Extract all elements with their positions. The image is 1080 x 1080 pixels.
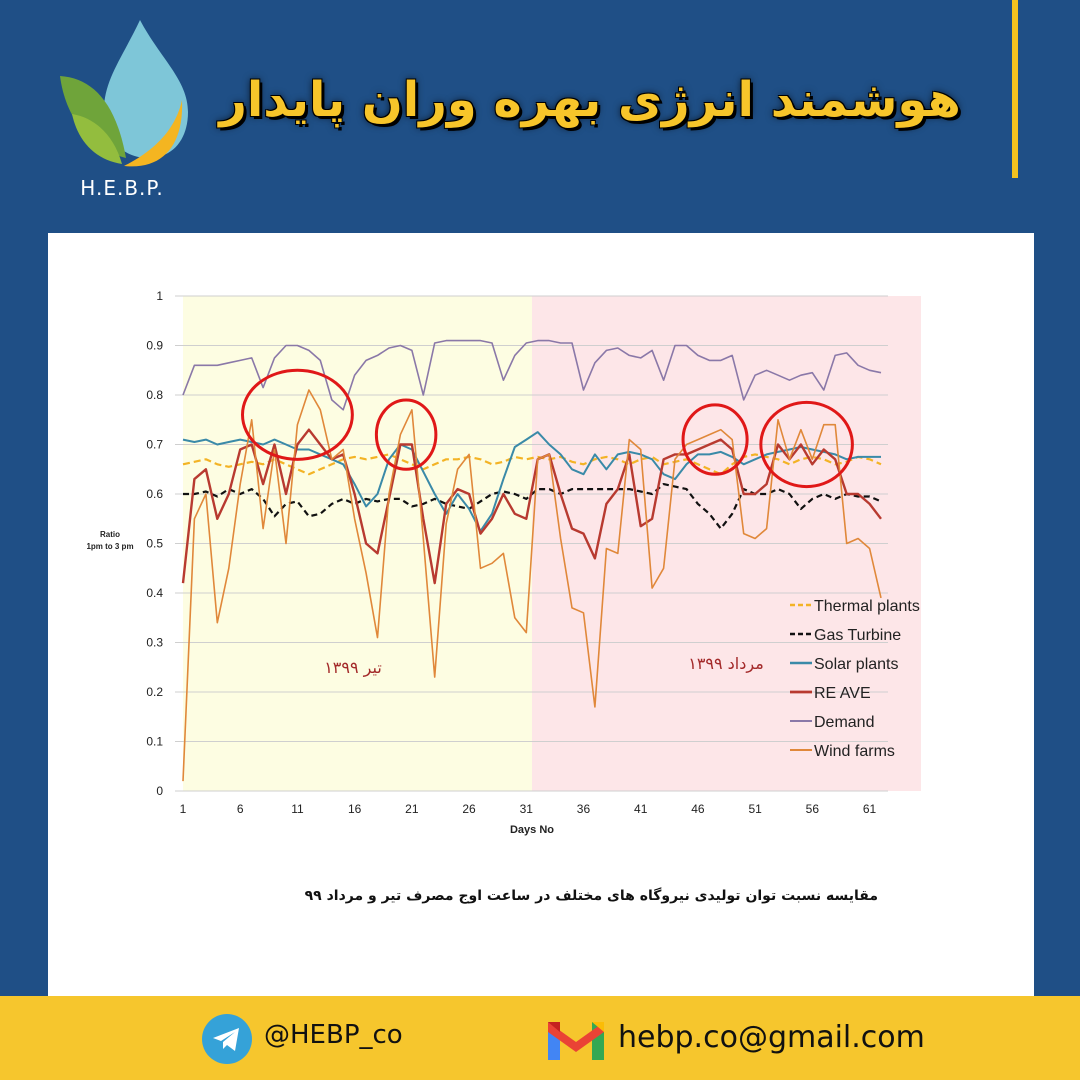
y-tick-label: 0.5 <box>146 537 163 551</box>
footer: @HEBP_co hebp.co@gmail.com <box>0 996 1080 1080</box>
x-tick-label: 61 <box>863 802 877 816</box>
email-address[interactable]: hebp.co@gmail.com <box>618 1020 925 1055</box>
series-line-re-ave <box>181 428 882 585</box>
drop-icon <box>104 20 188 158</box>
y-tick-label: 0.3 <box>146 636 163 650</box>
y-axis-label: Ratio 1pm to 3 pm <box>86 530 133 551</box>
series-line-thermal-plants <box>182 453 882 476</box>
x-tick-label: 21 <box>405 802 419 816</box>
highlight-circle <box>681 403 749 476</box>
y-tick-label: 0.1 <box>146 735 163 749</box>
x-tick-label: 6 <box>237 802 244 816</box>
y-tick-label: 0.2 <box>146 685 163 699</box>
y-tick-label: 0.8 <box>146 388 163 402</box>
region-label-mordad: مرداد ۱۳۹۹ <box>688 654 764 674</box>
x-tick-label: 41 <box>634 802 648 816</box>
gmail-icon[interactable] <box>548 1018 604 1060</box>
chart-card: 0 0.1 0.2 0.3 0.4 0.5 0.6 0.7 0.8 0.9 1 1 6 11 16 21 26 3… <box>48 233 1034 997</box>
highlight-circle <box>374 398 438 471</box>
legend-entry: Solar plants <box>814 656 899 673</box>
line-chart: 00.10.20.30.40.50.60.70.80.911 6 11 16 21 26 3… <box>86 289 921 836</box>
highlight-circle <box>241 368 354 461</box>
x-tick-label: 36 <box>577 802 591 816</box>
x-tick-label: 16 <box>348 802 362 816</box>
series-line-demand <box>182 339 882 411</box>
x-tick-label: 31 <box>520 802 534 816</box>
legend-entry: Thermal plants <box>814 598 920 615</box>
page-title: هوشمند انرژی بهره وران پایدار <box>219 72 961 128</box>
legend-entry: RE AVE <box>814 685 871 702</box>
y-tick-label: 1 <box>156 289 163 303</box>
highlight-circle <box>759 400 854 489</box>
legend-entry: Demand <box>814 714 874 731</box>
title-accent-bar <box>1012 0 1018 178</box>
x-tick-label: 26 <box>462 802 476 816</box>
telegram-icon[interactable] <box>202 1014 252 1064</box>
series-line-solar-plants <box>182 431 881 533</box>
legend-entry: Gas Turbine <box>814 627 901 644</box>
x-tick-label: 51 <box>748 802 762 816</box>
y-tick-label: 0.4 <box>146 586 163 600</box>
hebp-logo <box>60 20 188 167</box>
y-tick-label: 0.9 <box>146 339 163 353</box>
telegram-handle[interactable]: @HEBP_co <box>264 1020 403 1050</box>
y-tick-label: 0.6 <box>146 487 163 501</box>
legend-entry: Wind farms <box>814 743 895 760</box>
y-tick-label: 0.7 <box>146 438 163 452</box>
series-line-wind-farms <box>182 389 882 782</box>
leaf-icon <box>60 76 126 158</box>
logo-text: H.E.B.P. <box>80 176 164 200</box>
x-tick-label: 56 <box>806 802 820 816</box>
swoosh-icon <box>124 100 183 167</box>
x-tick-label: 11 <box>291 802 304 816</box>
x-axis-label: Days No <box>510 824 554 836</box>
chart-caption: مقایسه نسبت توان تولیدی نیروگاه های مختل… <box>304 888 878 904</box>
x-tick-label: 46 <box>691 802 705 816</box>
y-tick-label: 0 <box>156 784 163 798</box>
region-label-tir: تیر ۱۳۹۹ <box>324 658 382 678</box>
x-tick-label: 1 <box>180 802 187 816</box>
